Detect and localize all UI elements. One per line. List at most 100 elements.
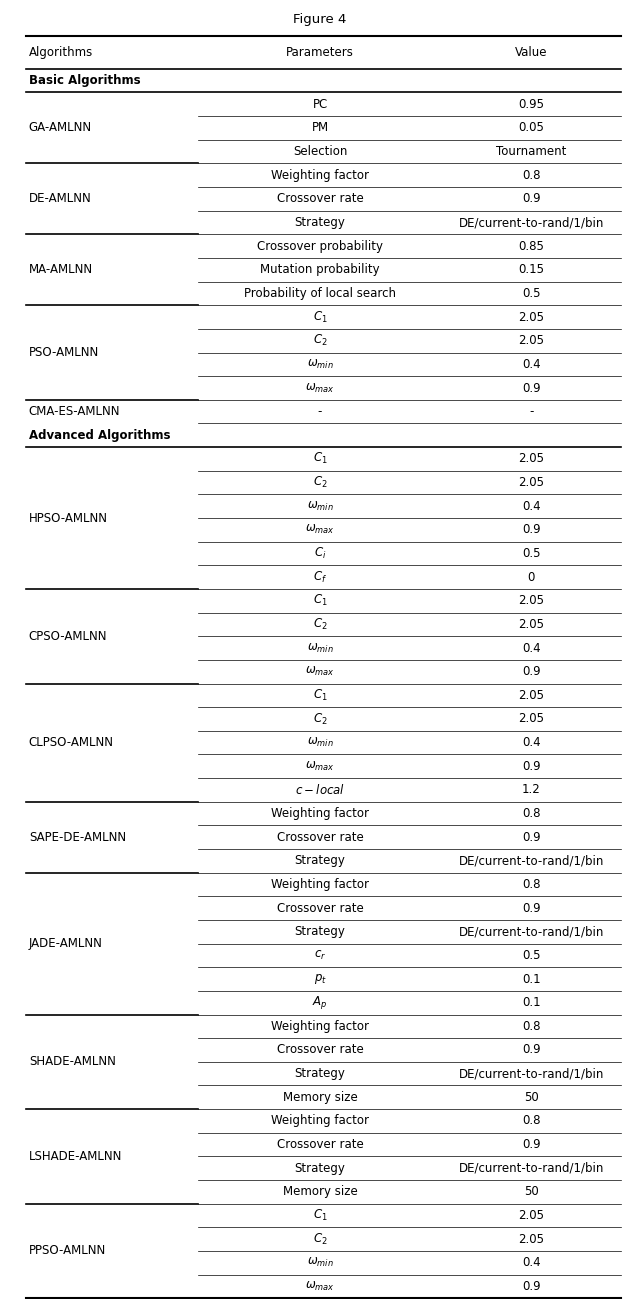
Text: 0.4: 0.4 (522, 737, 541, 750)
Text: Memory size: Memory size (283, 1185, 357, 1199)
Text: 0: 0 (527, 570, 535, 583)
Text: 2.05: 2.05 (518, 1209, 544, 1222)
Text: DE/current-to-rand/1/bin: DE/current-to-rand/1/bin (458, 925, 604, 938)
Text: -: - (318, 405, 322, 418)
Text: DE/current-to-rand/1/bin: DE/current-to-rand/1/bin (458, 216, 604, 229)
Text: 0.5: 0.5 (522, 287, 540, 300)
Text: 2.05: 2.05 (518, 452, 544, 465)
Text: Crossover rate: Crossover rate (276, 1138, 364, 1151)
Text: Advanced Algorithms: Advanced Algorithms (29, 429, 170, 442)
Text: $c - local$: $c - local$ (295, 783, 345, 796)
Text: Strategy: Strategy (294, 1066, 346, 1081)
Text: 50: 50 (524, 1185, 539, 1199)
Text: GA-AMLNN: GA-AMLNN (29, 121, 92, 135)
Text: 0.15: 0.15 (518, 264, 544, 277)
Text: 0.1: 0.1 (522, 996, 541, 1009)
Text: 0.9: 0.9 (522, 1043, 541, 1056)
Text: PM: PM (312, 121, 328, 135)
Text: $c_r$: $c_r$ (314, 948, 326, 963)
Text: MA-AMLNN: MA-AMLNN (29, 264, 93, 277)
Text: Weighting factor: Weighting factor (271, 169, 369, 182)
Text: Weighting factor: Weighting factor (271, 807, 369, 820)
Text: 0.9: 0.9 (522, 830, 541, 844)
Text: PPSO-AMLNN: PPSO-AMLNN (29, 1244, 106, 1257)
Text: Strategy: Strategy (294, 216, 346, 229)
Text: $A_p$: $A_p$ (312, 994, 328, 1011)
Text: 0.4: 0.4 (522, 357, 541, 372)
Text: -: - (529, 405, 533, 418)
Text: $C_2$: $C_2$ (313, 475, 327, 490)
Text: 1.2: 1.2 (522, 783, 541, 796)
Text: 2.05: 2.05 (518, 1233, 544, 1246)
Text: CPSO-AMLNN: CPSO-AMLNN (29, 630, 108, 643)
Text: 0.9: 0.9 (522, 1138, 541, 1151)
Text: Algorithms: Algorithms (29, 45, 93, 60)
Text: $p_t$: $p_t$ (314, 972, 326, 986)
Text: $C_f$: $C_f$ (313, 569, 327, 585)
Text: $C_i$: $C_i$ (314, 546, 326, 561)
Text: $\omega_{max}$: $\omega_{max}$ (305, 523, 335, 536)
Text: 0.9: 0.9 (522, 523, 541, 536)
Text: 0.1: 0.1 (522, 973, 541, 986)
Text: $\omega_{min}$: $\omega_{min}$ (307, 357, 333, 372)
Text: 0.95: 0.95 (518, 97, 544, 110)
Text: $\omega_{max}$: $\omega_{max}$ (305, 1280, 335, 1293)
Text: Strategy: Strategy (294, 1161, 346, 1174)
Text: Figure 4: Figure 4 (293, 13, 347, 26)
Text: Probability of local search: Probability of local search (244, 287, 396, 300)
Text: 2.05: 2.05 (518, 618, 544, 631)
Text: $\omega_{max}$: $\omega_{max}$ (305, 760, 335, 773)
Text: Selection: Selection (293, 145, 347, 158)
Text: $C_1$: $C_1$ (313, 594, 327, 608)
Text: 0.8: 0.8 (522, 169, 540, 182)
Text: 0.5: 0.5 (522, 948, 540, 963)
Text: $\omega_{max}$: $\omega_{max}$ (305, 382, 335, 395)
Text: Crossover rate: Crossover rate (276, 830, 364, 844)
Text: 0.4: 0.4 (522, 642, 541, 655)
Text: CLPSO-AMLNN: CLPSO-AMLNN (29, 737, 114, 750)
Text: Mutation probability: Mutation probability (260, 264, 380, 277)
Text: 0.8: 0.8 (522, 878, 540, 891)
Text: JADE-AMLNN: JADE-AMLNN (29, 937, 102, 950)
Text: $C_1$: $C_1$ (313, 309, 327, 325)
Text: Parameters: Parameters (286, 45, 354, 60)
Text: DE-AMLNN: DE-AMLNN (29, 192, 92, 205)
Text: Crossover probability: Crossover probability (257, 239, 383, 253)
Text: SHADE-AMLNN: SHADE-AMLNN (29, 1055, 116, 1068)
Text: Tournament: Tournament (496, 145, 566, 158)
Text: $C_1$: $C_1$ (313, 1208, 327, 1224)
Text: 2.05: 2.05 (518, 712, 544, 726)
Text: $C_1$: $C_1$ (313, 451, 327, 466)
Text: Weighting factor: Weighting factor (271, 1115, 369, 1128)
Text: 0.9: 0.9 (522, 760, 541, 773)
Text: Value: Value (515, 45, 547, 60)
Text: $C_2$: $C_2$ (313, 333, 327, 348)
Text: 0.4: 0.4 (522, 1256, 541, 1269)
Text: 2.05: 2.05 (518, 594, 544, 608)
Text: PC: PC (312, 97, 328, 110)
Text: PSO-AMLNN: PSO-AMLNN (29, 346, 99, 359)
Text: $C_2$: $C_2$ (313, 712, 327, 726)
Text: Memory size: Memory size (283, 1091, 357, 1104)
Text: LSHADE-AMLNN: LSHADE-AMLNN (29, 1150, 122, 1163)
Text: 0.8: 0.8 (522, 1115, 540, 1128)
Text: CMA-ES-AMLNN: CMA-ES-AMLNN (29, 405, 120, 418)
Text: 0.9: 0.9 (522, 1280, 541, 1293)
Text: 2.05: 2.05 (518, 334, 544, 347)
Text: DE/current-to-rand/1/bin: DE/current-to-rand/1/bin (458, 1161, 604, 1174)
Text: $\omega_{min}$: $\omega_{min}$ (307, 1256, 333, 1269)
Text: 2.05: 2.05 (518, 688, 544, 701)
Text: $C_2$: $C_2$ (313, 617, 327, 633)
Text: Weighting factor: Weighting factor (271, 878, 369, 891)
Text: DE/current-to-rand/1/bin: DE/current-to-rand/1/bin (458, 855, 604, 868)
Text: HPSO-AMLNN: HPSO-AMLNN (29, 512, 108, 525)
Text: Crossover rate: Crossover rate (276, 1043, 364, 1056)
Text: 0.85: 0.85 (518, 239, 544, 253)
Text: DE/current-to-rand/1/bin: DE/current-to-rand/1/bin (458, 1066, 604, 1081)
Text: 0.9: 0.9 (522, 665, 541, 678)
Text: 0.05: 0.05 (518, 121, 544, 135)
Text: 0.8: 0.8 (522, 807, 540, 820)
Text: Crossover rate: Crossover rate (276, 192, 364, 205)
Text: $\omega_{min}$: $\omega_{min}$ (307, 642, 333, 655)
Text: 0.4: 0.4 (522, 500, 541, 513)
